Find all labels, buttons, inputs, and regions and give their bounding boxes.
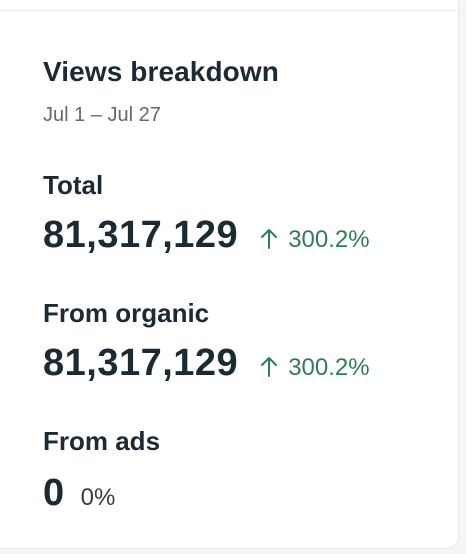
metric-change-ads: 0% (81, 484, 116, 512)
metric-row-ads: 0 0% (43, 472, 115, 515)
views-breakdown-card: Views breakdown Jul 1 – Jul 27 Total 81,… (0, 0, 459, 549)
metric-label-total: Total (43, 170, 104, 200)
metric-label-organic: From organic (43, 298, 210, 328)
metric-change-ads-text: 0% (80, 484, 116, 511)
up-arrow-icon (261, 229, 278, 249)
card-title: Views breakdown (43, 56, 279, 87)
metric-label-ads: From ads (43, 426, 161, 456)
metric-row-organic: 81,317,129 300.2% (43, 342, 370, 385)
divider (0, 0, 458, 11)
metric-value-total: 81,317,129 (43, 214, 239, 256)
metric-change-organic: 300.2% (260, 353, 370, 382)
metric-row-total: 81,317,129 300.2% (43, 214, 370, 257)
up-arrow-icon (261, 357, 278, 377)
date-range: Jul 1 – Jul 27 (43, 104, 161, 126)
metric-value-organic: 81,317,129 (43, 342, 239, 384)
metric-change-total-text: 300.2% (288, 226, 370, 253)
metric-change-organic-text: 300.2% (288, 354, 370, 381)
metric-value-ads: 0 (43, 472, 65, 514)
metric-change-total: 300.2% (260, 225, 370, 254)
